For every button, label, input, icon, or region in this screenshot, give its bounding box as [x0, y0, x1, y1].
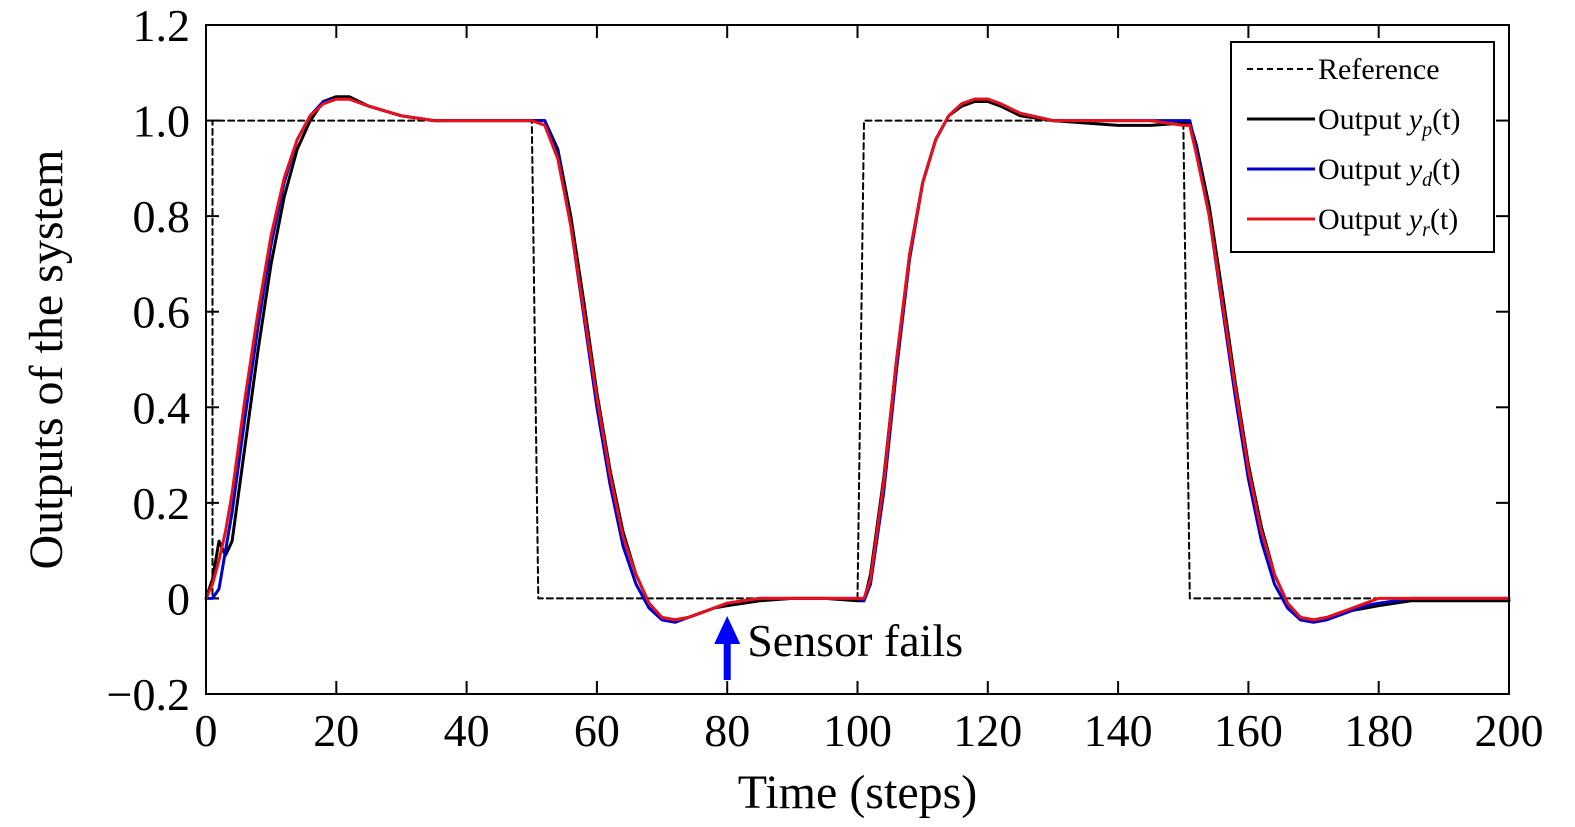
axes-box	[205, 24, 1510, 695]
x-tick-label: 40	[444, 705, 490, 756]
annotation-text: Sensor fails	[747, 615, 963, 666]
annotation-layer: Sensor fails	[714, 615, 963, 680]
y-tick-label: −0.2	[107, 669, 190, 720]
y-tick-label: 0.8	[133, 191, 191, 242]
y-tick-label: 0.6	[133, 287, 191, 338]
legend-label-var: y	[1406, 203, 1423, 236]
y-tick-label: 0.4	[133, 382, 191, 433]
y-tick-label: 0.2	[133, 478, 191, 529]
y-tick-label: 1.2	[133, 0, 191, 51]
x-tick-label: 0	[195, 705, 218, 756]
legend-label-prefix: Output	[1318, 103, 1409, 136]
axis-ticks: 0 20 40 60 80 100 120 140 160 180 200−0.200.20.40.…	[107, 0, 1544, 756]
x-tick-label: 60	[574, 705, 620, 756]
x-tick-label: 80	[704, 705, 750, 756]
legend-label-1: Output yp(t)	[1318, 103, 1461, 141]
annotation-arrow-head	[714, 615, 741, 644]
x-tick-label: 120	[953, 705, 1022, 756]
y-axis-title: Outputs of the system	[20, 150, 73, 570]
x-tick-label: 180	[1344, 705, 1413, 756]
legend-label-prefix: Output	[1318, 203, 1409, 236]
legend-label-3: Output yr(t)	[1318, 203, 1458, 241]
x-tick-label: 160	[1214, 705, 1283, 756]
legend-label-var: y	[1406, 153, 1423, 186]
series-line-3	[204, 97, 1511, 622]
legend-label-prefix: Output	[1318, 153, 1409, 186]
x-axis-title: Time (steps)	[738, 766, 978, 819]
legend-label-suffix: (t)	[1432, 153, 1460, 186]
y-tick-label: 1.0	[133, 96, 191, 147]
legend-label-sub: d	[1422, 169, 1433, 191]
legend-label-suffix: (t)	[1432, 103, 1460, 136]
series-line-0	[205, 119, 1510, 600]
legend-box	[1230, 41, 1495, 253]
x-tick-label: 200	[1475, 705, 1544, 756]
x-tick-label: 20	[313, 705, 359, 756]
x-tick-label: 100	[823, 705, 892, 756]
y-tick-label: 0	[167, 573, 190, 624]
legend-label-0: Reference	[1318, 53, 1440, 86]
legend-label-var: y	[1406, 103, 1423, 136]
x-tick-label: 140	[1084, 705, 1153, 756]
legend-label-sub: r	[1422, 219, 1430, 241]
legend-label-2: Output yd(t)	[1318, 153, 1461, 191]
legend-label-suffix: (t)	[1430, 203, 1458, 236]
axis-frame	[205, 24, 1510, 695]
legend-label-sub: p	[1420, 119, 1432, 141]
series-layer	[204, 95, 1511, 624]
